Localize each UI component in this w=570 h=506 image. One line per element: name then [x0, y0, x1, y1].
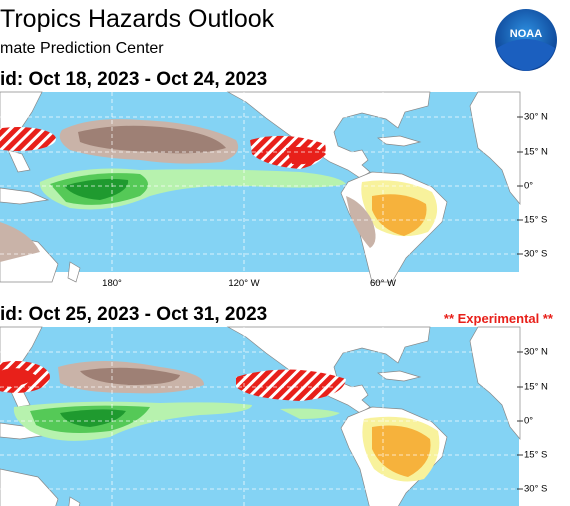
- panel-heading: id: Oct 25, 2023 - Oct 31, 2023: [0, 304, 267, 325]
- graticule: [0, 327, 519, 506]
- map-panel: 30° N 15° N 0° 15° S 30° S 180° 120° W 60° W: [0, 91, 548, 289]
- graticule: [0, 92, 519, 272]
- lat-label: 15° S: [524, 215, 547, 226]
- hazard-red: [286, 146, 326, 165]
- lon-label: 60° W: [370, 278, 396, 289]
- hazards: [0, 119, 438, 262]
- subtitle: mate Prediction Center: [0, 40, 164, 57]
- hazard-green-light: [280, 408, 340, 419]
- hazard-brown-dark: [78, 125, 226, 154]
- lon-label: 120° W: [228, 278, 259, 289]
- lat-label: 0°: [524, 181, 533, 192]
- lat-label: 15° N: [524, 147, 548, 158]
- lat-label: 30° N: [524, 347, 548, 358]
- panel-heading: id: Oct 18, 2023 - Oct 24, 2023: [0, 69, 267, 90]
- lat-label: 30° N: [524, 112, 548, 123]
- hazard-hatched: [236, 369, 346, 401]
- lon-label: 180°: [102, 278, 122, 289]
- hazard-brown-dark: [80, 367, 180, 385]
- hazard-orange: [372, 425, 431, 477]
- lat-label: 30° S: [524, 484, 547, 495]
- hazards: [0, 361, 440, 482]
- noaa-logo: NOAA: [495, 9, 557, 71]
- lat-label: 15° S: [524, 450, 547, 461]
- lat-label: 15° N: [524, 382, 548, 393]
- hazard-orange: [372, 194, 427, 236]
- lat-label: 0°: [524, 416, 533, 427]
- hazard-green-dark: [60, 409, 126, 427]
- title: Tropics Hazards Outlook: [0, 5, 275, 33]
- hazard-brown-light: [346, 196, 376, 248]
- lat-label: 30° S: [524, 249, 547, 260]
- hazard-hatched: [0, 127, 56, 151]
- experimental-note: ** Experimental **: [444, 311, 554, 326]
- logo-wave: [497, 39, 555, 71]
- map-panel: 30° N 15° N 0° 15° S 30° S: [0, 326, 548, 506]
- hazard-brown-light: [0, 222, 40, 262]
- hazard-red: [0, 368, 38, 388]
- logo-text: NOAA: [510, 28, 542, 40]
